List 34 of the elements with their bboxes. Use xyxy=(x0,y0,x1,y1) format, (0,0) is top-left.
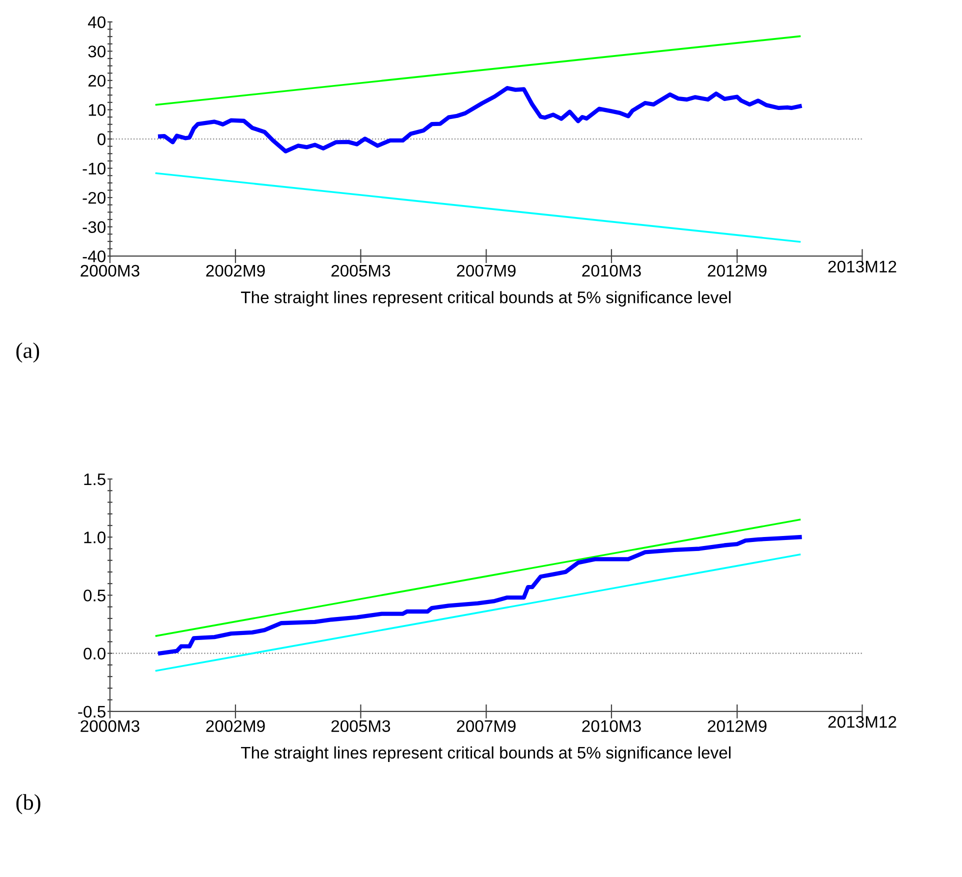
x-tick-label: 2005M3 xyxy=(331,720,390,732)
y-tick-label: 0 xyxy=(98,133,106,146)
y-tick-label: -10 xyxy=(82,162,106,174)
x-tick-label: 2002M9 xyxy=(206,720,265,732)
y-tick-label: 1.5 xyxy=(84,474,106,486)
x-tick-label: 2000M3 xyxy=(80,264,140,277)
y-tick-label: 0.5 xyxy=(84,590,106,602)
y-tick-label: 30 xyxy=(88,46,106,58)
x-tick-label: 2012M9 xyxy=(708,264,766,277)
y-tick-label: 0.0 xyxy=(84,648,106,660)
text: 2013M12 xyxy=(828,260,896,272)
line-series xyxy=(158,535,802,656)
x-axis-title: The straight lines represent critical bounds at 5% significance level xyxy=(240,746,730,762)
y-tick-label: 20 xyxy=(88,74,106,87)
y-tick-label: -30 xyxy=(82,221,106,234)
y-tick-label: 1.0 xyxy=(84,532,106,544)
x-tick-label: 2007M9 xyxy=(456,264,516,277)
x-tick-label: 2010M3 xyxy=(582,720,641,732)
x-axis-title: The straight lines represent critical bounds at 5% significance level xyxy=(240,291,730,307)
line-series xyxy=(158,86,802,154)
x-tick-label: 2002M9 xyxy=(206,264,265,277)
text: (a) xyxy=(16,342,40,363)
y-tick-label: -0.5 xyxy=(78,706,106,718)
x-tick-label: 2012M9 xyxy=(708,720,766,732)
x-tick-label: 2005M3 xyxy=(331,264,390,277)
y-tick-label: 40 xyxy=(88,16,106,28)
y-tick-label: 10 xyxy=(88,104,106,116)
y-tick-label: -40 xyxy=(82,250,106,262)
x-tick-label: 2010M3 xyxy=(582,264,641,277)
x-tick-label: 2007M9 xyxy=(456,720,516,732)
y-tick-label: -20 xyxy=(82,192,106,204)
text: (b) xyxy=(16,794,40,814)
text: 2013M12 xyxy=(828,716,896,728)
x-tick-label: 2000M3 xyxy=(80,720,140,732)
